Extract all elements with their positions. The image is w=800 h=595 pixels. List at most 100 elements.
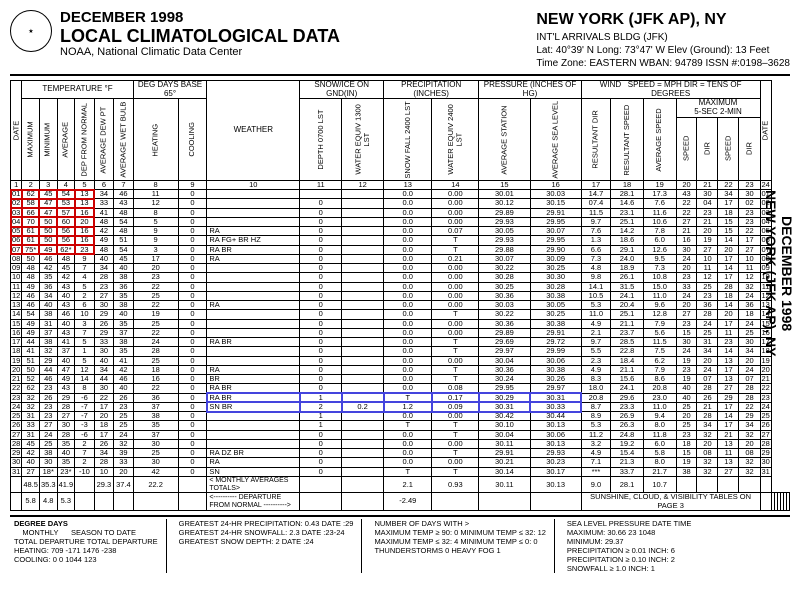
cell: 28 [133, 347, 178, 356]
latlon: Lat: 40°39' N Long: 73°47' W Elev (Groun… [536, 44, 790, 57]
summary-cell [75, 493, 95, 511]
hdr-max: MAXIMUM5-SEC 2-MIN [676, 99, 760, 118]
cell [207, 291, 300, 300]
cell: 7.1 [581, 458, 610, 467]
cell: 0 [178, 273, 207, 282]
cell [342, 199, 384, 208]
cell: RA [207, 365, 300, 374]
table-row: 2262234383040220RA BR00.00.0829.9529.971… [11, 384, 790, 393]
hdr-snow: SNOW/ICE ON GND(IN) [300, 80, 384, 99]
cell [207, 412, 300, 421]
cell: 0 [178, 236, 207, 245]
cell: 62 [22, 384, 40, 393]
cell: 23 [39, 384, 57, 393]
summary-cell: 5.3 [57, 493, 75, 511]
cell: 32 [697, 467, 718, 476]
cell: 02 [739, 199, 760, 208]
cell: 40 [114, 310, 134, 319]
cell: 30 [133, 458, 178, 467]
cell: 40 [676, 384, 697, 393]
building: INT'L ARRIVALS BLDG (JFK) [536, 31, 790, 44]
header-right: NEW YORK (JFK AP), NY INT'L ARRIVALS BLD… [536, 10, 790, 70]
cell: 32 [739, 467, 760, 476]
cell: *** [581, 467, 610, 476]
cell: 30 [39, 458, 57, 467]
cell: 4 [75, 273, 95, 282]
cell: 35 [57, 458, 75, 467]
cell: 23 [676, 273, 697, 282]
cell: 26 [11, 421, 22, 430]
col-date: DATE [11, 80, 22, 180]
slp-block: SEA LEVEL PRESSURE DATE TIME MAXIMUM: 30… [567, 519, 700, 573]
c14: AVERAGE STATION [479, 99, 530, 181]
header-month: DECEMBER 1998 [60, 10, 340, 27]
cell: 0 [178, 458, 207, 467]
cell: 8.0 [643, 458, 676, 467]
summary-cell [94, 493, 114, 511]
cell: 12 [739, 273, 760, 282]
cell: 23* [57, 467, 75, 476]
cell: 22.8 [611, 347, 644, 356]
summary-cell [432, 493, 479, 511]
cell: 0 [178, 384, 207, 393]
cell: 19 [676, 458, 697, 467]
cell: 30.21 [479, 458, 530, 467]
cell [207, 310, 300, 319]
cell: 61 [22, 236, 40, 245]
cell: 14.6 [611, 199, 644, 208]
cell: 25.1 [611, 310, 644, 319]
cell: 5.5 [581, 347, 610, 356]
c1: MAXIMUM [22, 99, 40, 181]
location: NEW YORK (JFK AP), NY [536, 10, 790, 31]
cell: 0 [300, 273, 342, 282]
cell: 22 [11, 384, 22, 393]
colnum: 11 [300, 180, 342, 189]
cell: 17 [718, 273, 739, 282]
cell: 29.95 [530, 236, 581, 245]
table-row: 1454384610294019000.0T30.2230.2511.025.1… [11, 310, 790, 319]
cell: 5.3 [581, 421, 610, 430]
cell [342, 421, 384, 430]
cell: T [432, 310, 479, 319]
cell: 34 [739, 347, 760, 356]
cell: 06 [11, 236, 22, 245]
cell: 28 [94, 273, 114, 282]
summary-cell [342, 493, 384, 511]
cell: 0.0 [384, 347, 432, 356]
cell: 23 [133, 273, 178, 282]
cell: 37 [57, 347, 75, 356]
summary-cell [300, 493, 342, 511]
cell: RA BR [207, 338, 300, 347]
cell: 33 [114, 458, 134, 467]
cell: 32 [39, 347, 57, 356]
summary-cell [760, 476, 771, 492]
cell: 35 [39, 273, 57, 282]
summary-cell [718, 476, 739, 492]
table-body: 016245541334461100.00.0030.0130.0314.728… [11, 190, 790, 477]
cell [342, 384, 384, 393]
summary-cell [300, 476, 342, 492]
hdr-precip: PRECIPITATION (INCHES) [384, 80, 479, 99]
cell: RA BR [207, 245, 300, 254]
cell [342, 190, 384, 199]
cell: RA [207, 301, 300, 310]
cell: 42 [57, 273, 75, 282]
cell [342, 217, 384, 226]
cell: 12 [133, 199, 178, 208]
summary-cell: < MONTHLY AVERAGES TOTALS> [207, 476, 300, 492]
cell: 30 [94, 347, 114, 356]
cell: 30.10 [479, 421, 530, 430]
summary-cell: -2.49 [384, 493, 432, 511]
table-row: 104835424283823000.00.0030.2830.309.826.… [11, 273, 790, 282]
cell: 0 [178, 199, 207, 208]
cell [342, 310, 384, 319]
cell: 33 [22, 421, 40, 430]
cell: 18 [739, 310, 760, 319]
cell: 1 [300, 421, 342, 430]
cell: 42 [133, 467, 178, 476]
cell: 27 [718, 384, 739, 393]
cell: 28 [739, 384, 760, 393]
cell: 0 [300, 199, 342, 208]
cell: 0 [178, 421, 207, 430]
cell [207, 356, 300, 365]
